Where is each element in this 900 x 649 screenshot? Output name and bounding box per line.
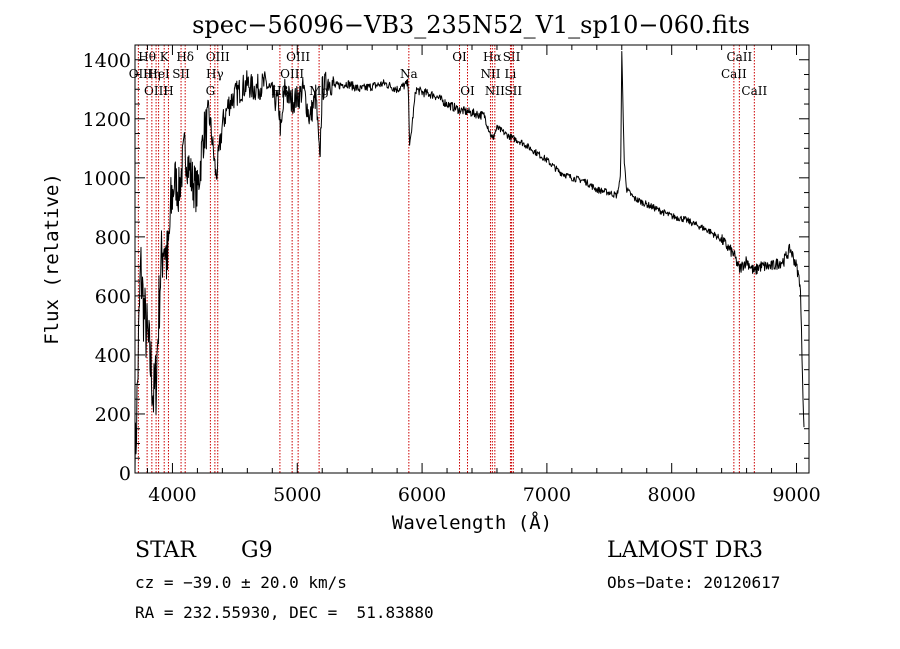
object-class: STAR — [135, 538, 196, 563]
spectrum-series — [134, 51, 805, 473]
line-label-27: CaII — [741, 84, 767, 98]
line-label-7: Hδ — [176, 50, 194, 64]
line-label-26: CaII — [721, 67, 747, 81]
y-tick-label-4: 800 — [95, 227, 131, 249]
x-axis-label: Wavelength (Å) — [392, 511, 552, 534]
line-label-1: OII — [129, 67, 149, 81]
coordinates: RA = 232.55930, DEC = 51.83880 — [135, 603, 434, 622]
y-tick-label-5: 1000 — [83, 168, 131, 190]
line-label-24: SII — [504, 84, 522, 98]
y-tick-label-3: 600 — [95, 286, 131, 308]
y-tick-label-6: 1200 — [83, 109, 131, 131]
line-label-11: G — [206, 84, 216, 98]
line-label-21: NII — [485, 84, 505, 98]
survey-name: LAMOST DR3 — [607, 538, 763, 563]
plot-frame — [134, 44, 810, 474]
spectrum-chart: spec−56096−VB3_235N52_V1_sp10−060.fits H… — [41, 11, 821, 534]
line-label-19: Hα — [483, 50, 502, 64]
line-label-0: Hθ — [138, 50, 156, 64]
redshift-cz: cz = −39.0 ± 20.0 km/s — [135, 573, 347, 592]
x-tick-label-2: 6000 — [398, 484, 446, 506]
x-tick-label-3: 7000 — [523, 484, 571, 506]
x-tick-label-0: 4000 — [148, 484, 196, 506]
x-tick-label-1: 5000 — [273, 484, 321, 506]
line-label-9: OIII — [206, 50, 230, 64]
subclass: G9 — [241, 538, 273, 563]
line-label-22: SII — [503, 50, 521, 64]
axis-ticks: 0 200 400 600 800 1000 1200 1400 4000 5000 6000 700… — [83, 45, 821, 506]
y-tick-label-1: 200 — [95, 404, 131, 426]
line-label-6: H — [163, 84, 173, 98]
line-label-4: K — [160, 50, 170, 64]
line-label-2: OIII — [144, 84, 168, 98]
line-label-17: OI — [452, 50, 467, 64]
y-tick-label-7: 1400 — [83, 50, 131, 72]
obs-date: Obs−Date: 20120617 — [607, 573, 781, 592]
line-label-13: OIII — [280, 67, 304, 81]
line-label-25: CaII — [726, 50, 752, 64]
line-label-16: Na — [400, 67, 418, 81]
x-tick-label-4: 8000 — [648, 484, 696, 506]
line-label-10: Hγ — [206, 67, 224, 81]
spectrum-line — [134, 51, 805, 473]
line-label-3: Hη — [143, 67, 161, 81]
y-tick-label-2: 400 — [95, 345, 131, 367]
y-axis-label: Flux (relative) — [41, 173, 63, 345]
line-label-8: SII — [172, 67, 190, 81]
line-label-12: OIII — [286, 50, 310, 64]
line-label-23: Li — [505, 67, 517, 81]
line-label-5: HeI — [147, 67, 170, 81]
line-label-20: NII — [480, 67, 500, 81]
chart-title: spec−56096−VB3_235N52_V1_sp10−060.fits — [192, 11, 750, 39]
y-tick-label-0: 0 — [119, 463, 131, 485]
line-label-18: OI — [460, 84, 475, 98]
x-tick-label-5: 9000 — [772, 484, 820, 506]
